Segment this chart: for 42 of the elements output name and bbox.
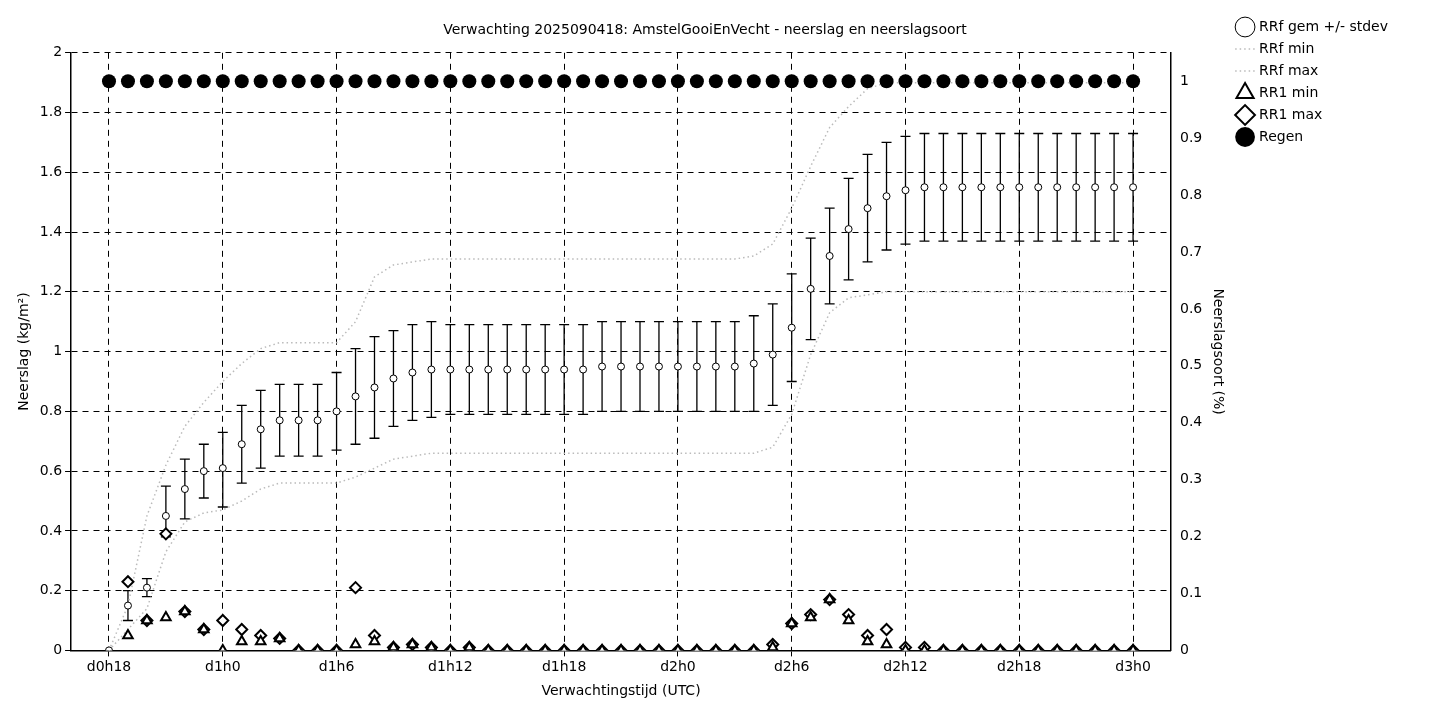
- chart-title: Verwachting 2025090418: AmstelGooiEnVecht - neerslag en neerslagsoort: [443, 21, 968, 38]
- legend-label: RRf gem +/- stdev: [1259, 17, 1389, 34]
- y2-axis-title: Neerslagsoort (%): [1211, 288, 1228, 415]
- y-axis-title: Neerslag (kg/m²): [15, 292, 32, 411]
- x-axis-title: Verwachtingstijd (UTC): [541, 682, 701, 699]
- legend-label: RR1 min: [1259, 83, 1319, 100]
- y2-tick-label: 0.8: [1180, 185, 1203, 202]
- y-tick-label: 1.8: [39, 103, 63, 120]
- y2-tick-label: 0.1: [1180, 584, 1203, 601]
- y2-tick-label: 0.5: [1180, 356, 1203, 373]
- x-tick-label: d3h0: [1115, 658, 1151, 675]
- y2-tick-label: 0.4: [1180, 413, 1203, 430]
- y-tick-label: 0: [53, 641, 63, 658]
- y-tick-label: 0.8: [39, 402, 63, 418]
- y2-tick-label: 0.7: [1180, 242, 1203, 259]
- y-tick-label: 0.4: [39, 521, 63, 538]
- y2-tick-label: 1: [1180, 71, 1189, 88]
- x-tick-label: d2h0: [660, 658, 696, 675]
- y-tick-label: 0.2: [39, 581, 63, 598]
- y2-tick-label: 0.3: [1180, 470, 1203, 487]
- x-tick-label: d2h6: [773, 658, 810, 675]
- x-tick-label: d2h12: [883, 658, 928, 675]
- y-tick-label: 2: [53, 43, 63, 60]
- y2-tick-label: 0.2: [1180, 527, 1203, 544]
- x-tick-label: d0h18: [86, 658, 132, 675]
- y2-tick-label: 0.9: [1180, 128, 1203, 145]
- legend-label: RRf max: [1259, 61, 1319, 78]
- y2-tick-label: 0.6: [1180, 299, 1203, 316]
- y-tick-label: 1.4: [39, 222, 63, 239]
- y-tick-label: 1: [53, 342, 63, 359]
- x-tick-label: d1h6: [318, 658, 355, 675]
- y2-tick-label: 0: [1180, 641, 1189, 658]
- x-tick-label: d1h18: [541, 658, 587, 675]
- legend-label: RRf min: [1259, 39, 1315, 56]
- y-tick-label: 1.2: [39, 282, 63, 299]
- x-tick-label: d1h0: [204, 658, 241, 675]
- x-tick-label: d1h12: [428, 658, 473, 675]
- x-tick-label: d2h18: [997, 658, 1042, 675]
- legend-label: RR1 max: [1259, 105, 1323, 122]
- legend-label: Regen: [1259, 127, 1304, 144]
- y-tick-label: 0.6: [39, 461, 63, 478]
- y-tick-label: 1.6: [39, 162, 63, 179]
